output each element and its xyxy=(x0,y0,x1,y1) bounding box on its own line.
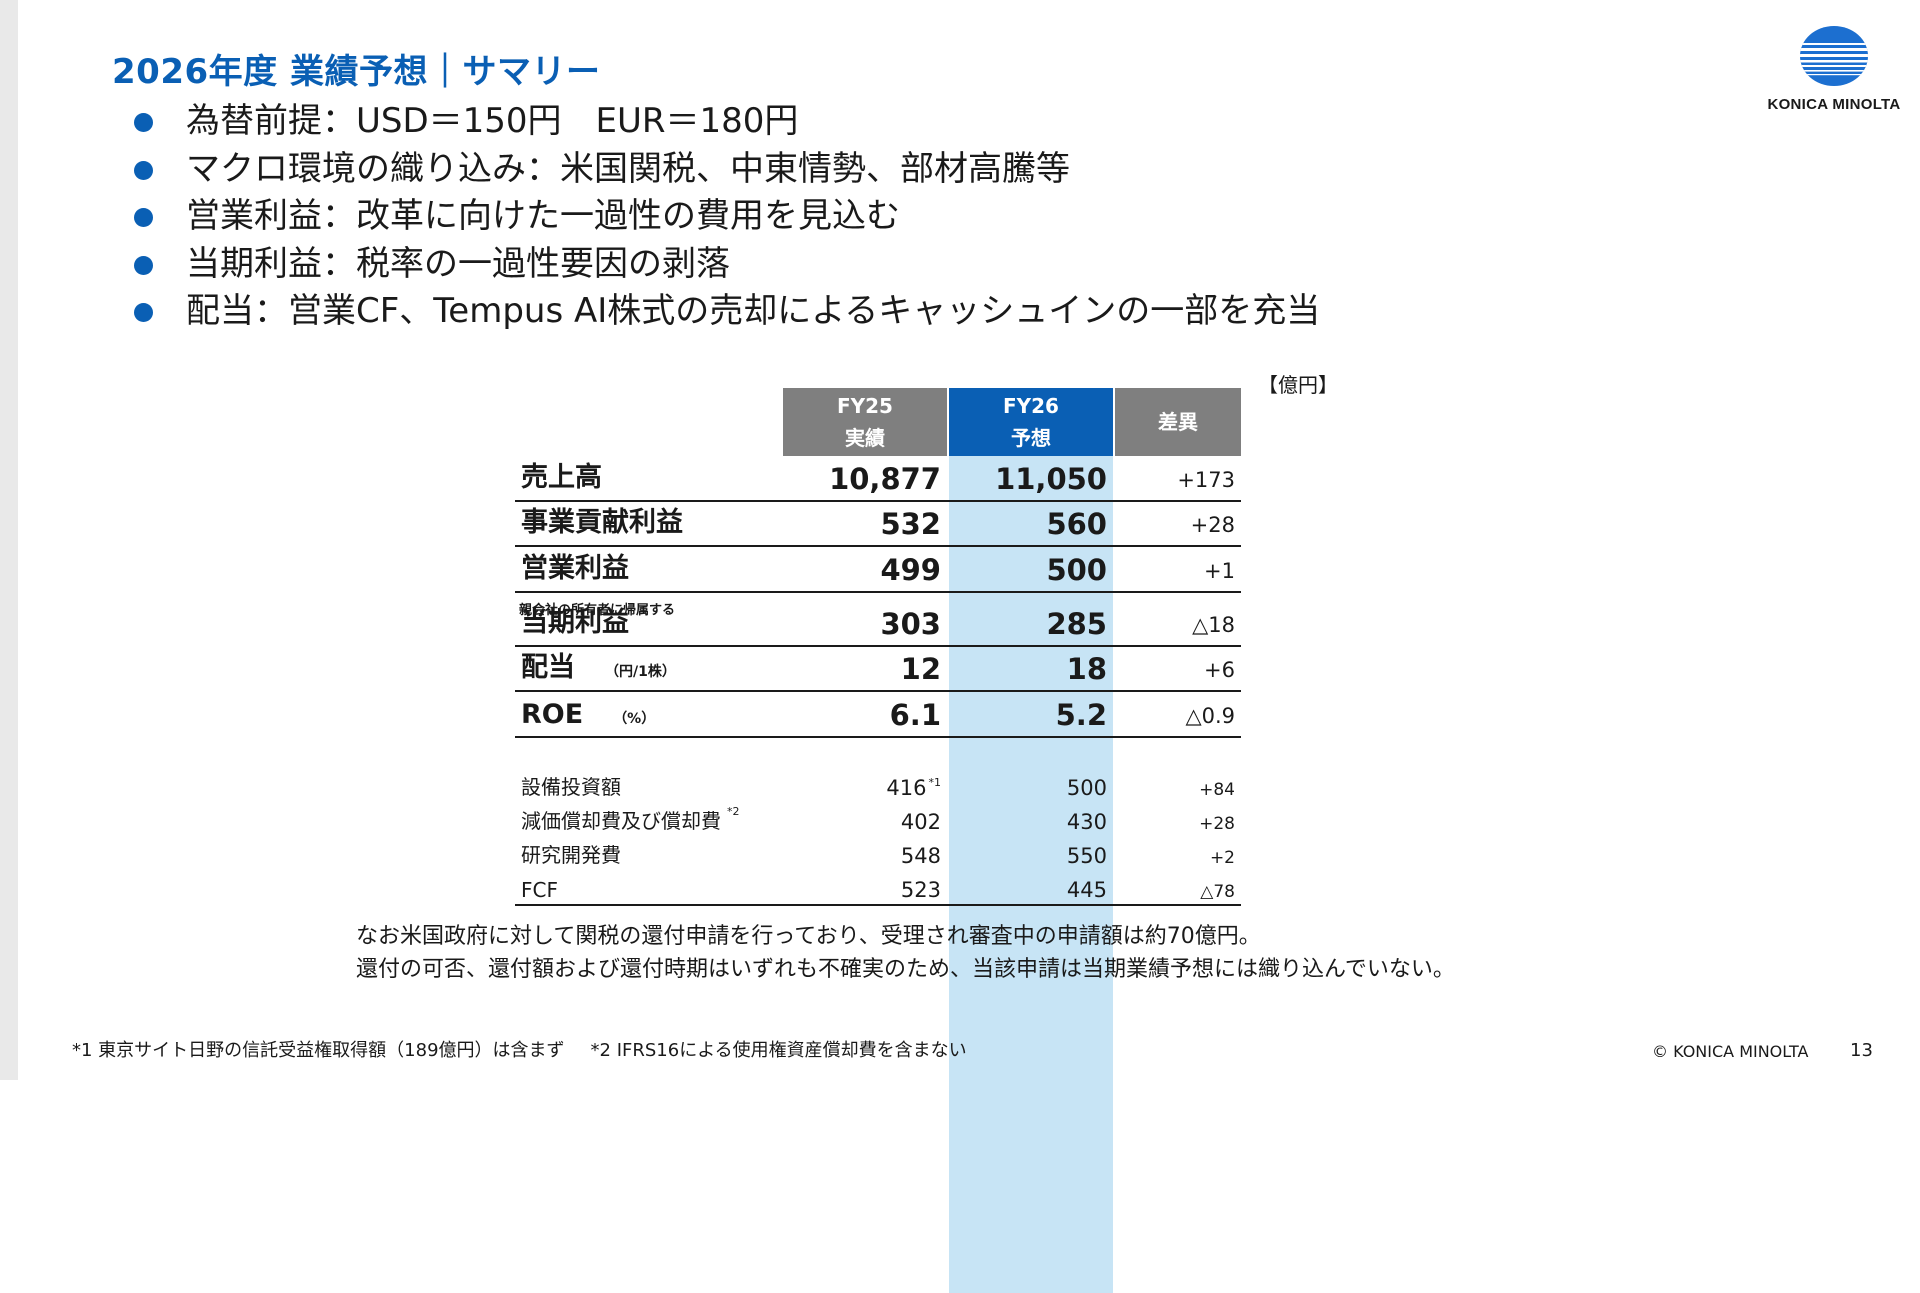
fy26-value: 5.2 xyxy=(1055,698,1107,732)
footnote-mark: *1 xyxy=(928,776,942,789)
diff-value: +28 xyxy=(1190,513,1235,537)
header-fy25-type: 実績 xyxy=(845,426,885,450)
fy25-value: 12 xyxy=(900,652,941,686)
table-row: 売上高 10,877 11,050 +173 xyxy=(515,456,1241,502)
fy26-value: 430 xyxy=(1066,810,1107,834)
row-label-main: 配当 xyxy=(521,652,575,683)
table-row: FCF 523 445 △78 xyxy=(515,872,1241,906)
bullet-dot-icon xyxy=(134,113,153,132)
fy25-value: 416 *1 xyxy=(783,776,941,800)
table-row: 設備投資額 416 *1 500 +84 xyxy=(515,770,1241,804)
diff-value: △18 xyxy=(1192,613,1235,637)
header-fy26-year: FY26 xyxy=(1003,394,1059,418)
footnote-1: *1 東京サイト日野の信託受益権取得額（189億円）は含まず xyxy=(72,1040,565,1061)
diff-value: +84 xyxy=(1199,780,1235,800)
bullet-text: 営業利益：改革に向けた一過性の費用を見込む xyxy=(186,196,900,236)
bullet-text: マクロ環境の織り込み：米国関税、中東情勢、部材高騰等 xyxy=(186,148,1070,189)
row-label: 売上高 xyxy=(521,462,602,493)
table-row: 配当 （円/1株） 12 18 +6 xyxy=(515,647,1241,692)
fy25-value: 523 xyxy=(900,878,941,902)
row-label: 減価償却費及び償却費 *2 xyxy=(521,805,740,834)
tariff-refund-note: なお米国政府に対して関税の還付申請を行っており、受理され審査中の申請額は約70億… xyxy=(356,920,1455,986)
page-title: 2026年度 業績予想｜サマリー xyxy=(112,52,601,92)
diff-value: +28 xyxy=(1199,814,1235,834)
diff-value: +1 xyxy=(1204,559,1235,583)
bullet-text: 当期利益：税率の一過性要因の剥落 xyxy=(186,243,730,284)
row-label: 事業貢献利益 xyxy=(521,507,683,538)
row-label-main: ROE xyxy=(521,699,584,730)
table-row: 研究開発費 548 550 +2 xyxy=(515,838,1241,872)
header-diff: 差異 xyxy=(1115,388,1241,456)
copyright: © KONICA MINOLTA xyxy=(1652,1042,1809,1061)
bullet-item: 営業利益：改革に向けた一過性の費用を見込む xyxy=(134,193,1320,241)
header-diff-label: 差異 xyxy=(1158,410,1198,434)
company-logo: KONICA MINOLTA xyxy=(1754,20,1914,120)
fy26-value: 18 xyxy=(1066,652,1107,686)
bullet-text: 為替前提：USD＝150円 EUR＝180円 xyxy=(186,101,799,141)
fy25-value: 548 xyxy=(900,844,941,868)
row-label: 営業利益 xyxy=(521,553,629,584)
fy26-value: 550 xyxy=(1066,844,1107,868)
row-label: 研究開発費 xyxy=(521,843,621,867)
table-bottom-rule xyxy=(515,904,1241,906)
bullet-dot-icon xyxy=(134,303,153,322)
row-label-unit: （%） xyxy=(613,711,656,727)
fy26-value: 500 xyxy=(1066,776,1107,800)
header-fy25-year: FY25 xyxy=(837,394,893,418)
bullet-item: 当期利益：税率の一過性要因の剥落 xyxy=(134,241,1320,289)
header-fy26-type: 予想 xyxy=(1011,426,1051,450)
note-line: 還付の可否、還付額および還付時期はいずれも不確実のため、当該申請は当期業績予想に… xyxy=(356,957,1455,982)
bullet-text: 配当：営業CF、Tempus AI株式の売却によるキャッシュインの一部を充当 xyxy=(186,291,1321,331)
table-row: 営業利益 499 500 +1 xyxy=(515,547,1241,593)
row-label: 配当 （円/1株） xyxy=(521,645,676,684)
diff-value: +6 xyxy=(1204,658,1235,682)
table-row: 事業貢献利益 532 560 +28 xyxy=(515,502,1241,547)
row-pre-label: 親会社の所有者に帰属する xyxy=(519,603,676,618)
row-label: FCF xyxy=(521,878,558,902)
table-row: ROE （%） 6.1 5.2 △0.9 xyxy=(515,692,1241,738)
table-row: 減価償却費及び償却費 *2 402 430 +28 xyxy=(515,804,1241,838)
row-label: 設備投資額 xyxy=(521,775,621,799)
table-row: 親会社の所有者に帰属する 当期利益 303 285 △18 xyxy=(515,593,1241,647)
fy26-value: 500 xyxy=(1046,553,1107,587)
left-edge-strip xyxy=(0,0,18,1080)
globe-logo-icon xyxy=(1800,26,1868,86)
bullet-list: 為替前提：USD＝150円 EUR＝180円 マクロ環境の織り込み：米国関税、中… xyxy=(134,98,1320,336)
fy25-value: 499 xyxy=(880,553,941,587)
fy25-value: 303 xyxy=(880,607,941,641)
header-fy26: FY26 予想 xyxy=(949,388,1113,456)
footnotes: *1 東京サイト日野の信託受益権取得額（189億円）は含まず *2 IFRS16に… xyxy=(72,1036,967,1062)
bullet-item: 為替前提：USD＝150円 EUR＝180円 xyxy=(134,98,1320,146)
bullet-dot-icon xyxy=(134,208,153,227)
row-label: 当期利益 xyxy=(521,607,629,638)
row-label-main: 減価償却費及び償却費 xyxy=(521,809,721,833)
diff-value: △78 xyxy=(1200,882,1235,902)
fy26-value: 560 xyxy=(1046,507,1107,541)
bullet-item: 配当：営業CF、Tempus AI株式の売却によるキャッシュインの一部を充当 xyxy=(134,288,1320,336)
note-line: なお米国政府に対して関税の還付申請を行っており、受理され審査中の申請額は約70億… xyxy=(356,924,1261,949)
fy26-value: 445 xyxy=(1066,878,1107,902)
bullet-dot-icon xyxy=(134,160,153,180)
fy26-value: 11,050 xyxy=(995,462,1107,496)
bullet-item: マクロ環境の織り込み：米国関税、中東情勢、部材高騰等 xyxy=(134,146,1320,194)
header-fy25: FY25 実績 xyxy=(783,388,947,456)
fy25-value: 6.1 xyxy=(889,698,941,732)
fy26-value: 285 xyxy=(1046,607,1107,641)
footnote-mark: *2 xyxy=(727,805,740,818)
fy25-number: 416 xyxy=(886,776,927,800)
row-label-unit: （円/1株） xyxy=(605,664,676,680)
diff-value: +2 xyxy=(1209,848,1235,868)
diff-value: △0.9 xyxy=(1185,704,1235,728)
page-number: 13 xyxy=(1850,1040,1873,1061)
unit-label: 【億円】 xyxy=(1258,373,1338,397)
diff-value: +173 xyxy=(1177,468,1235,492)
footnote-2: *2 IFRS16による使用権資産償却費を含まない xyxy=(590,1040,967,1061)
fy25-value: 10,877 xyxy=(829,462,941,496)
fy25-value: 402 xyxy=(900,810,941,834)
fy25-value: 532 xyxy=(880,507,941,541)
bullet-dot-icon xyxy=(134,255,153,275)
row-label: ROE （%） xyxy=(521,699,655,730)
logo-wordmark: KONICA MINOLTA xyxy=(1767,96,1901,113)
